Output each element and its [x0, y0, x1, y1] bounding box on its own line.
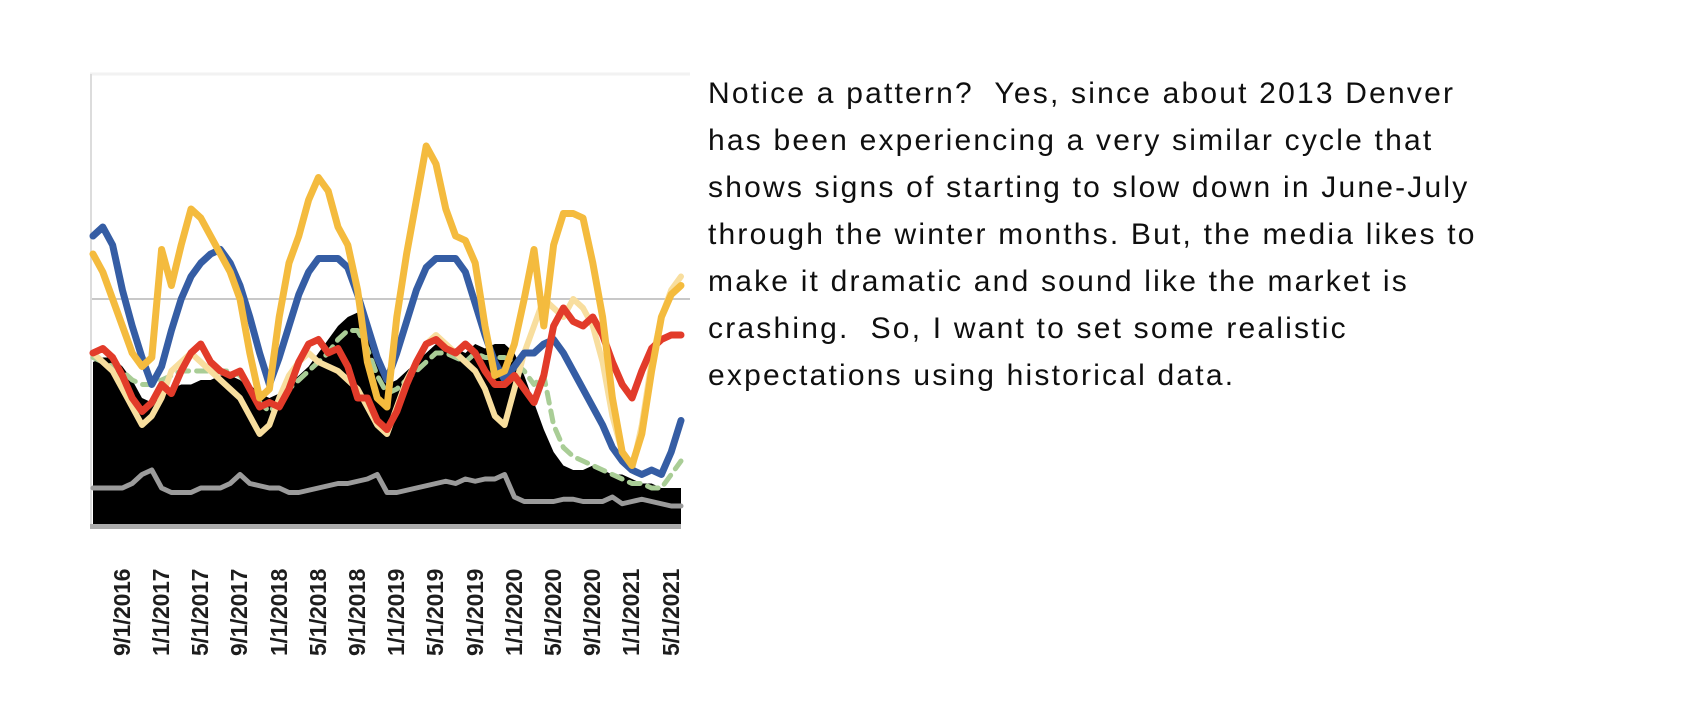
commentary-paragraph: Notice a pattern? Yes, since about 2013 … [708, 77, 1488, 392]
series-gray-line [90, 467, 684, 509]
x-axis-label: 9/1/2020 [579, 568, 606, 656]
x-axis-label: 9/1/2019 [461, 568, 488, 656]
series-black-area [93, 312, 681, 524]
x-axis-label: 5/1/2019 [422, 568, 449, 656]
x-axis-label: 5/1/2021 [657, 568, 684, 656]
x-axis-label: 9/1/2017 [226, 568, 253, 656]
x-axis-label: 1/1/2020 [500, 568, 527, 656]
market-cycle-chart: 9/1/2016 1/1/2017 5/1/2017 9/1/2017 1/1/2018… [89, 68, 710, 708]
x-axis-label: 5/1/2018 [304, 568, 331, 656]
x-axis-label: 5/1/2017 [187, 568, 214, 656]
x-axis-label: 1/1/2019 [383, 568, 410, 656]
x-axis-label: 9/1/2018 [344, 568, 370, 656]
x-axis-label: 5/1/2020 [540, 568, 566, 656]
x-axis-label: 1/1/2018 [265, 568, 292, 656]
series-gold-line [89, 142, 685, 469]
x-axis-label: 1/1/2021 [618, 568, 645, 656]
x-axis-label: 1/1/2017 [148, 568, 174, 656]
series-red-line [89, 304, 685, 433]
chart-canvas [89, 72, 690, 529]
x-axis-label: 9/1/2016 [108, 568, 135, 656]
